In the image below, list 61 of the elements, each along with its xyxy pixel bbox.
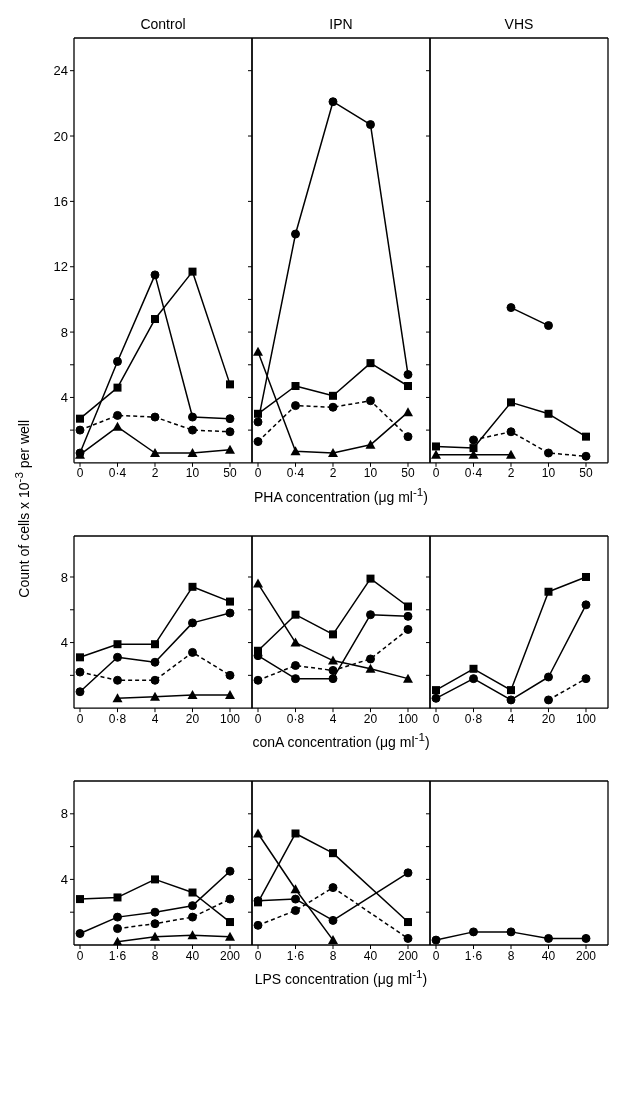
x-tick-label: 50	[223, 466, 237, 481]
x-tick-label: 0	[254, 948, 262, 963]
x-tick-label: 40	[541, 948, 556, 963]
x-tick-label: 1·6	[286, 948, 305, 963]
x-tick-label: 2	[151, 466, 159, 481]
x-tick-label: 20	[541, 711, 556, 726]
x-tick-label: 0·4	[286, 466, 305, 481]
x-tick-label: 0·4	[464, 466, 483, 481]
y-tick-label: 12	[53, 259, 68, 275]
x-tick-label: 4	[329, 711, 337, 726]
x-tick-label: 200	[219, 948, 241, 963]
x-tick-label: 0·8	[464, 711, 483, 726]
x-tick-label: 50	[579, 466, 593, 481]
x-axis-title: LPS concentration (μg ml$^{-1}$)	[253, 966, 429, 987]
x-tick-label: 0	[432, 466, 440, 481]
x-tick-label: 0·8	[286, 711, 305, 726]
x-tick-label: 8	[151, 948, 159, 963]
x-axis-title: PHA concentration (μg ml$^{-1}$)	[252, 484, 430, 505]
x-tick-label: 200	[397, 948, 419, 963]
x-tick-label: 0	[432, 948, 440, 963]
x-tick-label: 50	[401, 466, 415, 481]
x-tick-label: 40	[363, 948, 378, 963]
y-tick-label: 16	[53, 194, 68, 209]
x-tick-label: 8	[507, 948, 515, 963]
x-tick-label: 10	[185, 466, 200, 481]
x-tick-label: 0·8	[108, 711, 127, 726]
x-tick-label: 100	[576, 711, 597, 726]
x-tick-label: 0	[254, 711, 262, 726]
x-tick-label: 1·6	[108, 948, 127, 963]
x-tick-label: 0	[76, 711, 84, 726]
y-tick-label: 24	[53, 63, 68, 79]
chart-title: Control	[139, 16, 187, 32]
y-tick-label: 4	[60, 871, 68, 887]
x-tick-label: 4	[507, 711, 515, 726]
y-tick-label: 4	[60, 390, 68, 406]
x-tick-label: 4	[151, 711, 159, 726]
chart-title: VHS	[503, 16, 535, 32]
y-tick-label: 8	[60, 324, 68, 340]
x-tick-label: 1·6	[464, 948, 483, 963]
x-tick-label: 0	[254, 466, 262, 481]
x-axis-title: conA concentration (μg ml$^{-1}$)	[251, 729, 431, 750]
x-tick-label: 10	[363, 466, 378, 481]
x-tick-label: 40	[185, 948, 200, 963]
y-tick-label: 8	[60, 569, 68, 585]
x-tick-label: 100	[220, 711, 241, 726]
y-tick-label: 4	[60, 634, 68, 650]
x-tick-label: 200	[575, 948, 597, 963]
x-tick-label: 2	[507, 466, 515, 481]
x-tick-label: 2	[329, 466, 337, 481]
x-tick-label: 20	[185, 711, 200, 726]
x-tick-label: 0	[432, 711, 440, 726]
x-tick-label: 100	[398, 711, 419, 726]
x-tick-label: 10	[541, 466, 556, 481]
y-tick-label: 20	[53, 128, 68, 144]
x-tick-label: 0	[76, 948, 84, 963]
y-tick-label: 8	[60, 806, 68, 822]
chart-title: IPN	[328, 16, 354, 32]
x-tick-label: 0·4	[108, 466, 127, 481]
x-tick-label: 0	[76, 466, 84, 481]
x-tick-label: 8	[329, 948, 337, 963]
x-tick-label: 20	[363, 711, 378, 726]
